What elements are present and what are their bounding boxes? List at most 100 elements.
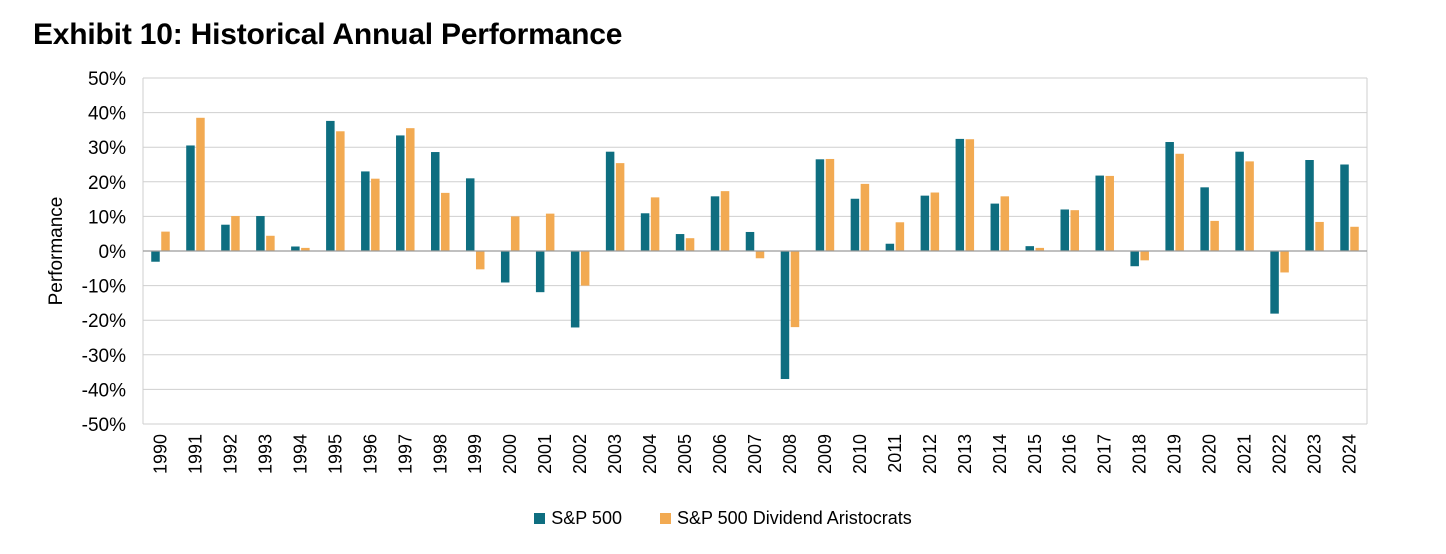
x-tick-label: 2022 [1270,434,1290,474]
bar-dividend-aristocrats [371,178,380,251]
x-tick-label: 1999 [465,434,485,474]
bar-dividend-aristocrats [720,191,730,251]
x-tick-label: 2024 [1340,434,1360,474]
bar-dividend-aristocrats [475,251,485,270]
x-tick-label: 2017 [1095,434,1115,474]
bar-sp500 [396,135,405,251]
x-tick-label: 2010 [850,434,870,474]
x-tick-label: 2020 [1200,434,1220,474]
bar-dividend-aristocrats [161,231,170,251]
bar-dividend-aristocrats [860,183,870,251]
bar-sp500 [745,231,755,251]
y-tick-label: 20% [88,173,126,194]
y-tick-label: 30% [88,138,126,159]
bar-sp500 [1095,175,1104,251]
x-tick-label: 1996 [360,434,380,474]
bar-dividend-aristocrats [266,235,275,251]
bar-dividend-aristocrats [441,192,450,251]
bar-dividend-aristocrats [231,216,240,251]
legend-label-sp500: S&P 500 [551,507,622,528]
bar-dividend-aristocrats [825,158,835,251]
x-tick-label: 2023 [1305,434,1325,474]
x-axis-tick-labels: 1990 1991 1992 1993 1994 1995 1996 1997 1998 1999… [150,434,1359,474]
bar-sp500 [1130,251,1139,267]
bar-sp500 [1305,160,1314,251]
bar-dividend-aristocrats [685,238,695,251]
bar-dividend-aristocrats [965,139,975,251]
bar-dividend-aristocrats [580,251,590,286]
legend-item-dividend-aristocrats: S&P 500 Dividend Aristocrats [659,507,912,529]
x-tick-label: 2003 [605,434,625,474]
y-tick-label: -30% [82,346,126,367]
legend-swatch-dividend-aristocrats [659,512,671,524]
x-tick-label: 2019 [1165,434,1185,474]
y-tick-label: 10% [88,207,126,228]
x-tick-label: 2001 [535,434,555,474]
bar-dividend-aristocrats [1070,210,1079,251]
bars [151,117,1359,380]
bar-sp500 [640,213,650,251]
bar-dividend-aristocrats [1245,161,1254,251]
bar-dividend-aristocrats [336,131,345,251]
bar-sp500 [1060,209,1069,251]
bar-dividend-aristocrats [510,216,520,251]
bar-sp500 [955,138,965,251]
y-tick-label: 40% [88,104,126,125]
bar-dividend-aristocrats [196,117,205,251]
axes [142,78,1368,424]
x-tick-label: 2021 [1235,434,1255,474]
y-tick-label: -40% [82,380,126,401]
bar-dividend-aristocrats [301,247,310,251]
bar-sp500 [885,243,895,251]
x-tick-label: 2008 [780,434,800,474]
x-tick-label: 1997 [395,434,415,474]
bar-sp500 [465,178,475,251]
bar-sp500 [1165,142,1174,251]
x-tick-label: 2018 [1130,434,1150,474]
bar-sp500 [1270,251,1279,314]
y-tick-label: -10% [82,277,126,298]
y-tick-label: 50% [88,69,126,90]
bar-dividend-aristocrats [1315,221,1324,251]
bar-sp500 [605,151,615,251]
bar-sp500 [675,234,685,251]
x-tick-label: 2005 [675,434,695,474]
bar-sp500 [500,251,510,283]
bar-dividend-aristocrats [790,251,800,328]
y-axis-label: Performance [46,197,67,306]
x-tick-label: 1998 [430,434,450,474]
bar-dividend-aristocrats [755,251,765,259]
x-tick-label: 2013 [955,434,975,474]
x-tick-label: 2006 [710,434,730,474]
bar-sp500 [221,224,230,251]
bar-sp500 [291,246,300,251]
bar-dividend-aristocrats [615,163,625,251]
bar-sp500 [1200,187,1209,251]
bar-sp500 [780,251,790,380]
bar-sp500 [151,251,160,262]
x-tick-label: 2004 [640,434,660,474]
y-tick-label: -20% [82,311,126,332]
bar-sp500 [256,216,265,251]
x-tick-label: 2009 [815,434,835,474]
bar-dividend-aristocrats [1350,226,1359,251]
legend-label-dividend-aristocrats: S&P 500 Dividend Aristocrats [676,507,912,528]
legend-item-sp500: S&P 500 [534,508,622,529]
bar-dividend-aristocrats [1280,251,1289,273]
chart-title: Exhibit 10: Historical Annual Performanc… [33,18,623,51]
bar-sp500 [1340,164,1349,251]
bar-sp500 [815,159,825,251]
x-tick-label: 2002 [570,434,590,474]
bar-dividend-aristocrats [650,197,660,251]
bar-dividend-aristocrats [1000,196,1010,251]
x-tick-label: 1990 [150,434,170,474]
x-tick-label: 1995 [325,434,345,474]
bar-sp500 [710,196,720,251]
y-axis-tick-labels: 50% 40% 30% 20% 10% 0% -10% -20% -30% -40% -50% [82,69,126,436]
bar-dividend-aristocrats [1210,220,1219,251]
x-tick-label: 2007 [745,434,765,474]
x-tick-label: 2000 [500,434,520,474]
legend-swatch-sp500 [534,512,546,524]
bar-sp500 [361,171,370,251]
